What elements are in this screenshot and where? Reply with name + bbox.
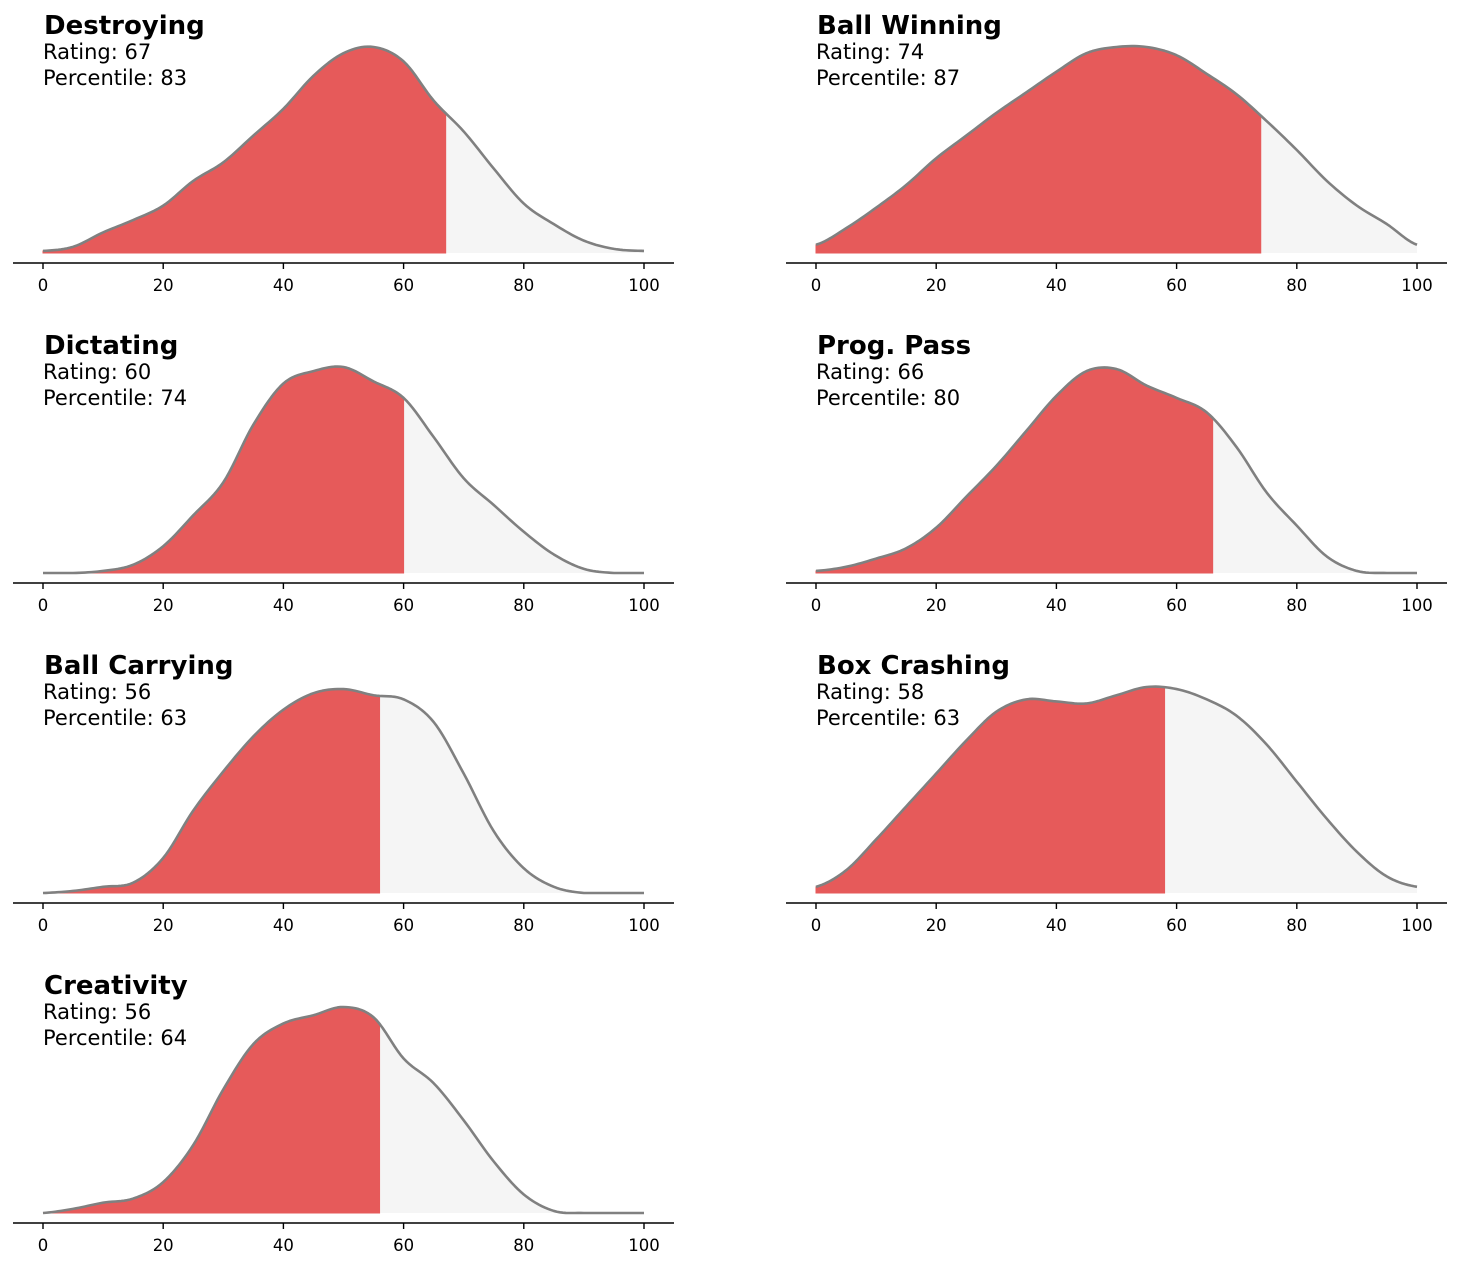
rating-label: Rating: 56 xyxy=(43,680,151,704)
density-curve xyxy=(815,685,1418,889)
percentile-label: Percentile: 80 xyxy=(816,386,960,410)
x-tick-label: 100 xyxy=(1401,916,1433,935)
x-tick-label: 0 xyxy=(811,596,822,615)
x-tick-label: 40 xyxy=(273,916,294,935)
x-tick-label: 40 xyxy=(273,276,294,295)
panel-title: Dictating xyxy=(44,331,178,361)
x-tick-label: 60 xyxy=(393,276,414,295)
x-tick-label: 80 xyxy=(513,276,534,295)
rating-label: Rating: 58 xyxy=(816,680,924,704)
x-tick-label: 20 xyxy=(153,276,174,295)
density-curve xyxy=(815,44,1418,246)
x-tick-label: 80 xyxy=(513,1236,534,1255)
x-tick-label: 60 xyxy=(1166,276,1187,295)
density-curve xyxy=(42,45,645,253)
x-tick-label: 20 xyxy=(926,916,947,935)
rating-label: Rating: 67 xyxy=(43,40,151,64)
panel-title: Creativity xyxy=(44,971,188,1001)
x-tick-label: 100 xyxy=(1401,276,1433,295)
x-tick-label: 40 xyxy=(273,1236,294,1255)
x-tick-label: 100 xyxy=(628,276,660,295)
x-tick-label: 20 xyxy=(153,596,174,615)
x-tick-label: 100 xyxy=(628,596,660,615)
percentile-label: Percentile: 87 xyxy=(816,66,960,90)
x-tick-label: 40 xyxy=(1046,596,1067,615)
x-tick-label: 100 xyxy=(628,916,660,935)
x-tick-label: 20 xyxy=(926,596,947,615)
x-tick-label: 60 xyxy=(1166,596,1187,615)
x-tick-label: 40 xyxy=(273,596,294,615)
x-tick-label: 100 xyxy=(1401,596,1433,615)
x-tick-label: 60 xyxy=(1166,916,1187,935)
percentile-label: Percentile: 63 xyxy=(43,706,187,730)
x-tick-label: 60 xyxy=(393,916,414,935)
x-tick-label: 0 xyxy=(38,1236,49,1255)
x-tick-label: 80 xyxy=(1286,916,1307,935)
x-tick-label: 40 xyxy=(1046,916,1067,935)
panel-title: Destroying xyxy=(44,11,205,41)
x-tick-label: 20 xyxy=(153,916,174,935)
rating-label: Rating: 66 xyxy=(816,360,924,384)
rating-label: Rating: 56 xyxy=(43,1000,151,1024)
x-tick-label: 20 xyxy=(926,276,947,295)
x-tick-label: 60 xyxy=(393,596,414,615)
panel-title: Ball Winning xyxy=(817,11,1002,41)
percentile-label: Percentile: 63 xyxy=(816,706,960,730)
x-tick-label: 60 xyxy=(393,1236,414,1255)
x-tick-label: 40 xyxy=(1046,276,1067,295)
percentile-label: Percentile: 64 xyxy=(43,1026,187,1050)
x-tick-label: 0 xyxy=(38,276,49,295)
x-tick-label: 80 xyxy=(513,596,534,615)
panel-title: Prog. Pass xyxy=(817,331,971,361)
x-tick-label: 80 xyxy=(1286,596,1307,615)
density-curve xyxy=(42,687,644,895)
rating-label: Rating: 74 xyxy=(816,40,924,64)
x-tick-label: 80 xyxy=(513,916,534,935)
x-tick-label: 0 xyxy=(811,276,822,295)
density-curve xyxy=(815,366,1417,575)
percentile-label: Percentile: 74 xyxy=(43,386,187,410)
panel-title: Box Crashing xyxy=(817,651,1010,681)
rating-label: Rating: 60 xyxy=(43,360,151,384)
x-tick-label: 0 xyxy=(38,916,49,935)
x-tick-label: 80 xyxy=(1286,276,1307,295)
x-tick-label: 0 xyxy=(811,916,822,935)
panel-title: Ball Carrying xyxy=(44,651,234,681)
x-tick-label: 20 xyxy=(153,1236,174,1255)
x-tick-label: 0 xyxy=(38,596,49,615)
density-curve xyxy=(42,1005,644,1215)
x-tick-label: 100 xyxy=(628,1236,660,1255)
percentile-label: Percentile: 83 xyxy=(43,66,187,90)
density-curve xyxy=(43,365,644,575)
